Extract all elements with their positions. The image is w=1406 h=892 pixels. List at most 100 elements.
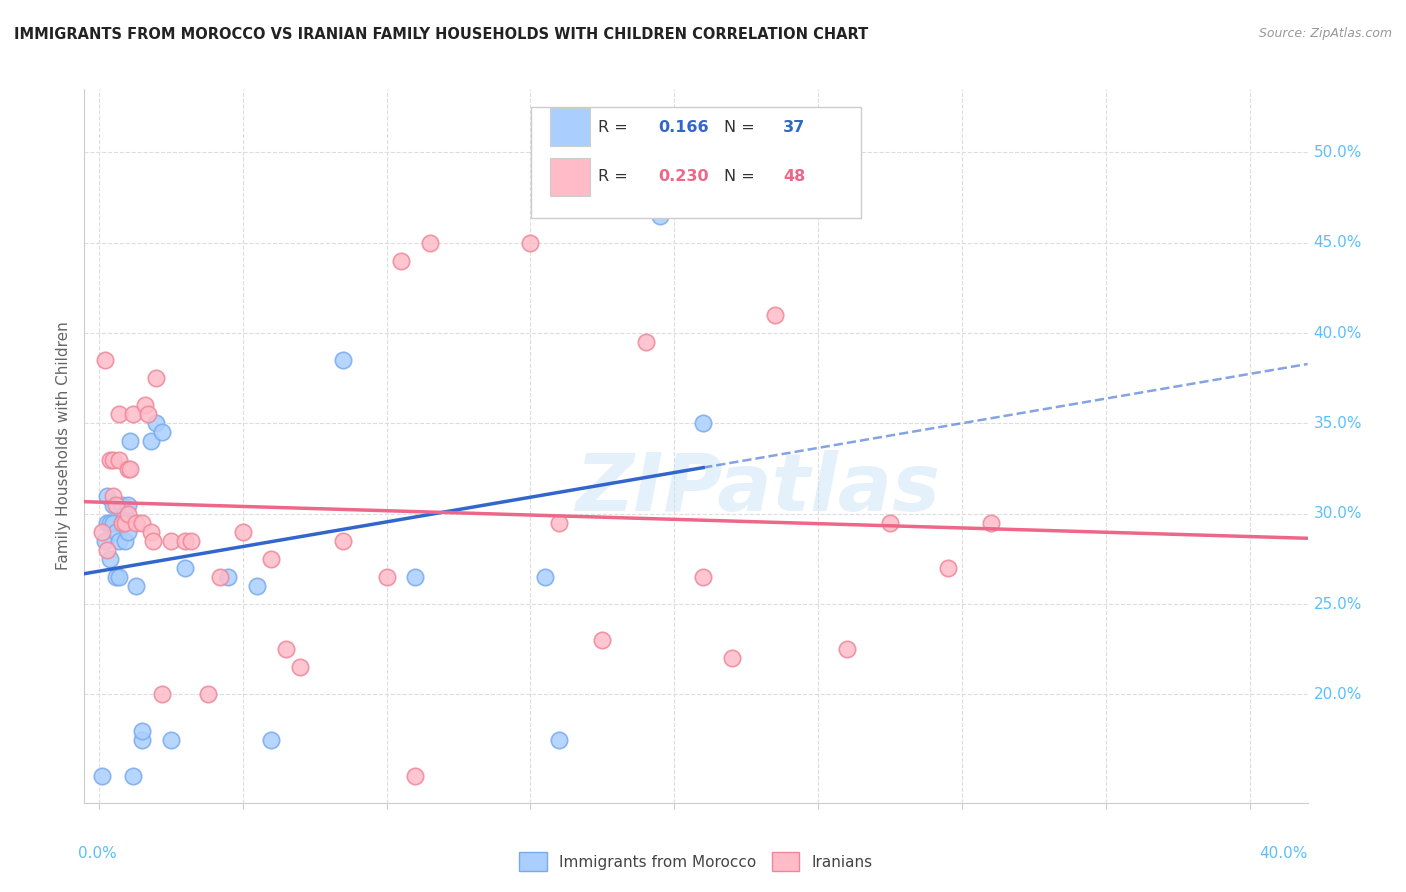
Text: 0.230: 0.230 — [658, 169, 709, 185]
Point — [105, 498, 128, 512]
Text: R =: R = — [598, 169, 633, 185]
Point — [150, 425, 173, 440]
Point — [101, 452, 124, 467]
Point — [120, 461, 142, 475]
Point — [98, 552, 121, 566]
Point — [136, 408, 159, 422]
Text: ZIPatlas: ZIPatlas — [575, 450, 939, 528]
Point — [98, 452, 121, 467]
Point — [117, 524, 139, 539]
Point — [692, 417, 714, 431]
Point — [105, 570, 128, 584]
Point — [117, 461, 139, 475]
Point — [180, 533, 202, 548]
Point — [93, 533, 115, 548]
Point — [634, 335, 657, 350]
Point — [90, 524, 112, 539]
Point — [763, 308, 786, 322]
Y-axis label: Family Households with Children: Family Households with Children — [56, 322, 72, 570]
Point — [389, 253, 412, 268]
Text: 40.0%: 40.0% — [1260, 846, 1308, 861]
Point — [159, 732, 181, 747]
Point — [96, 489, 118, 503]
Point — [96, 516, 118, 530]
Point — [290, 660, 312, 674]
FancyBboxPatch shape — [531, 107, 860, 218]
Point — [217, 570, 239, 584]
Point — [101, 516, 124, 530]
Point — [404, 769, 426, 783]
Point — [404, 570, 426, 584]
Point — [114, 507, 136, 521]
Point — [114, 516, 136, 530]
Point — [980, 516, 1002, 530]
Point — [591, 633, 613, 648]
Point — [139, 434, 162, 449]
Point — [108, 570, 131, 584]
Point — [120, 434, 142, 449]
Point — [145, 371, 167, 385]
Text: 37: 37 — [783, 120, 806, 135]
Point — [246, 579, 269, 593]
Point — [96, 542, 118, 557]
Point — [274, 642, 297, 657]
Point — [90, 769, 112, 783]
Point — [159, 533, 181, 548]
Point — [174, 561, 197, 575]
Point — [208, 570, 231, 584]
Point — [108, 533, 131, 548]
Point — [519, 235, 541, 250]
Point — [105, 524, 128, 539]
Point — [936, 561, 959, 575]
Point — [108, 408, 131, 422]
Point — [125, 579, 148, 593]
Point — [648, 209, 671, 223]
Point — [232, 524, 254, 539]
Point — [93, 353, 115, 368]
Point — [260, 552, 283, 566]
Point — [332, 533, 354, 548]
Point — [879, 516, 901, 530]
Point — [260, 732, 283, 747]
Point — [835, 642, 858, 657]
Point — [131, 723, 153, 738]
Point — [692, 570, 714, 584]
Text: 50.0%: 50.0% — [1313, 145, 1362, 160]
Point — [134, 398, 156, 412]
Point — [114, 533, 136, 548]
Text: 35.0%: 35.0% — [1313, 416, 1362, 431]
Point — [419, 235, 441, 250]
Text: 20.0%: 20.0% — [1313, 687, 1362, 702]
Point — [548, 732, 571, 747]
Text: 0.0%: 0.0% — [79, 846, 117, 861]
Point — [145, 417, 167, 431]
Point — [150, 687, 173, 701]
Point — [111, 516, 134, 530]
Text: Source: ZipAtlas.com: Source: ZipAtlas.com — [1258, 27, 1392, 40]
Point — [122, 408, 145, 422]
FancyBboxPatch shape — [550, 158, 589, 196]
Text: 30.0%: 30.0% — [1313, 507, 1362, 521]
Text: 40.0%: 40.0% — [1313, 326, 1362, 341]
Point — [375, 570, 398, 584]
Point — [131, 732, 153, 747]
Text: N =: N = — [724, 169, 761, 185]
Point — [139, 524, 162, 539]
Text: IMMIGRANTS FROM MOROCCO VS IRANIAN FAMILY HOUSEHOLDS WITH CHILDREN CORRELATION C: IMMIGRANTS FROM MOROCCO VS IRANIAN FAMIL… — [14, 27, 869, 42]
Point — [174, 533, 197, 548]
Point — [142, 533, 165, 548]
Point — [108, 452, 131, 467]
Point — [534, 570, 557, 584]
Text: 45.0%: 45.0% — [1313, 235, 1362, 251]
Point — [98, 516, 121, 530]
Point — [721, 651, 744, 665]
FancyBboxPatch shape — [550, 108, 589, 146]
Point — [131, 516, 153, 530]
Point — [111, 498, 134, 512]
Point — [101, 498, 124, 512]
Point — [101, 489, 124, 503]
Point — [117, 507, 139, 521]
Point — [125, 516, 148, 530]
Point — [548, 516, 571, 530]
Point — [122, 769, 145, 783]
